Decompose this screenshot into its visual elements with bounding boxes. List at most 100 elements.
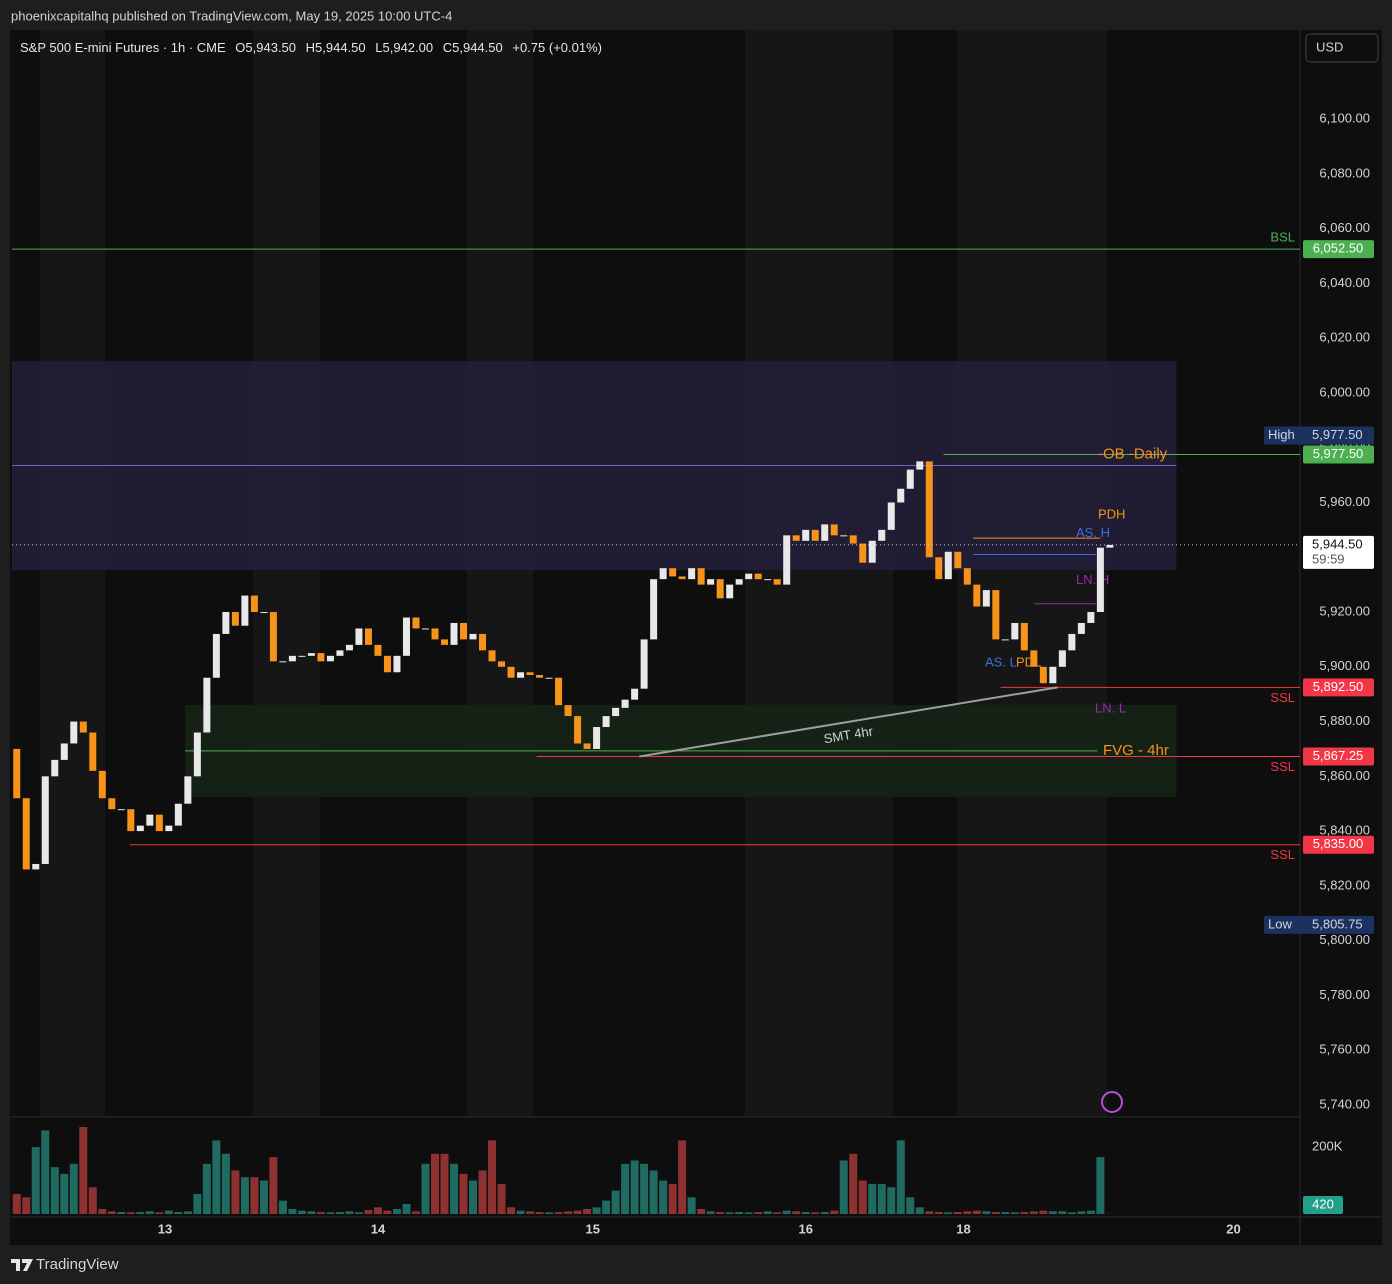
volume-bar [915, 1207, 924, 1214]
volume-bar [678, 1140, 687, 1214]
candle-body [602, 716, 610, 728]
volume-bar [364, 1209, 373, 1214]
candle-body [764, 579, 772, 581]
volume-bar [773, 1212, 782, 1214]
volume-bar [231, 1170, 240, 1214]
y-tick-label: 6,060.00 [1319, 220, 1370, 235]
candle-body [260, 612, 268, 614]
candle-body [212, 633, 220, 678]
candle-body [374, 644, 382, 656]
volume-bar [668, 1183, 677, 1214]
price-badge-label: 5,867.25 [1313, 748, 1364, 763]
candle-body [364, 628, 372, 645]
volume-bar [469, 1180, 478, 1214]
volume-bar [839, 1160, 848, 1214]
candle-body [887, 502, 895, 530]
candle-body [574, 716, 582, 744]
candle-body [165, 825, 173, 832]
volume-bar [88, 1187, 97, 1214]
candle-body [707, 579, 715, 585]
volume-bar [782, 1210, 791, 1214]
candle-body [716, 579, 724, 599]
brand-logo-mark [11, 1259, 33, 1271]
trendline [639, 686, 1058, 758]
volume-badge [1303, 1196, 1343, 1214]
candle-body [450, 622, 458, 645]
volume-bar [392, 1208, 401, 1214]
volume-bar [877, 1183, 886, 1214]
candle-body [222, 612, 230, 634]
y-tick-label: 6,100.00 [1319, 111, 1370, 126]
candle-body [203, 677, 211, 733]
candle-body [60, 743, 68, 760]
candle-body [631, 688, 639, 700]
volume-bar [240, 1177, 249, 1214]
symbol-header: S&P 500 E-mini Futures · 1h · CME O5,943… [20, 40, 608, 55]
candle-body [469, 633, 477, 640]
low-name: Low [1268, 916, 1292, 931]
price-badge-label: 6,052.50 [1313, 241, 1364, 256]
volume-bar [754, 1211, 763, 1214]
candle-body [288, 655, 296, 662]
volume-bar [1010, 1212, 1019, 1214]
candle-body [669, 568, 677, 577]
candle-body [1077, 622, 1085, 634]
volume-bar [725, 1212, 734, 1214]
candle-body [517, 672, 525, 678]
volume-bar [297, 1210, 306, 1214]
candle-body [954, 551, 962, 569]
volume-bar [592, 1207, 601, 1214]
volume-bar [944, 1212, 953, 1214]
y-tick-label: 5,800.00 [1319, 932, 1370, 947]
price-badge [1303, 240, 1374, 259]
candle-body [612, 707, 620, 717]
y-tick-label: 6,040.00 [1319, 275, 1370, 290]
candle-body [146, 814, 154, 826]
low-label: 5,805.75 [1312, 916, 1363, 931]
volume-bar [373, 1207, 382, 1214]
currency-button[interactable] [1305, 33, 1379, 63]
x-tick-label: 15 [586, 1221, 600, 1236]
volume-bar [849, 1153, 858, 1214]
candle-body [79, 721, 87, 733]
candle-body [621, 699, 629, 708]
candle-body [992, 590, 1000, 640]
candle-body [336, 650, 344, 656]
candle-body [498, 661, 506, 667]
alert-icon[interactable] [1101, 1091, 1123, 1113]
volume-bar [972, 1210, 981, 1214]
candle-body [1011, 622, 1019, 640]
volume-bar [50, 1167, 59, 1214]
volume-bar [183, 1211, 192, 1214]
volume-bar [925, 1211, 934, 1214]
brand: TradingView [36, 1256, 119, 1273]
candle-body [935, 557, 943, 580]
candle-body [279, 661, 287, 663]
candle-body [269, 612, 277, 662]
candle-body [878, 529, 886, 541]
volume-bar [602, 1200, 611, 1214]
y-tick-label: 5,840.00 [1319, 823, 1370, 838]
annotation: LN. L [1095, 700, 1126, 715]
volume-bar [1048, 1211, 1057, 1214]
session-band [40, 30, 105, 1117]
price-badge [1303, 747, 1374, 766]
published-line: phoenixcapitalhq published on TradingVie… [11, 8, 452, 23]
candle-body [298, 655, 306, 657]
volume-bar [193, 1193, 202, 1214]
volume-bar [79, 1127, 88, 1214]
volume-bar [640, 1163, 649, 1214]
volume-bar [440, 1153, 449, 1214]
volume-bar [497, 1183, 506, 1214]
volume-bar [269, 1157, 278, 1214]
candle-body [726, 584, 734, 599]
ohlc: H5,944.50 [305, 40, 366, 55]
candle-body [678, 576, 686, 580]
currency[interactable]: USD [1316, 39, 1343, 54]
volume-bar [906, 1197, 915, 1214]
volume-bar [526, 1211, 535, 1214]
volume-bar [934, 1211, 943, 1214]
candle-body [849, 535, 857, 544]
volume-bar [611, 1190, 620, 1214]
